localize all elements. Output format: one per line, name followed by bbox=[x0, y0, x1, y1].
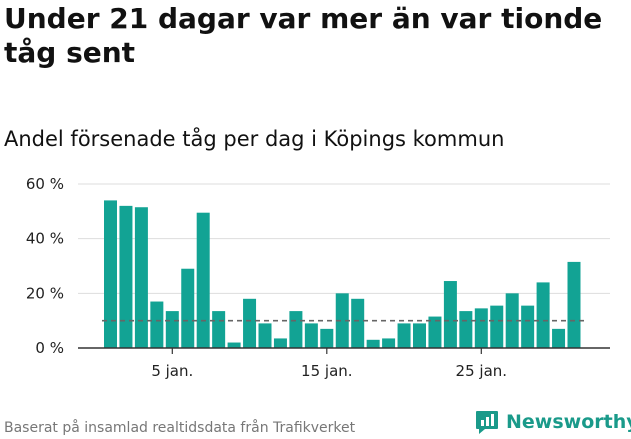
bar bbox=[227, 342, 241, 348]
bar bbox=[165, 311, 179, 348]
bar bbox=[119, 205, 133, 348]
bar bbox=[181, 268, 195, 348]
bar bbox=[413, 323, 426, 348]
grid-layer bbox=[78, 183, 610, 294]
bars bbox=[104, 200, 581, 348]
bar bbox=[273, 338, 287, 348]
bar bbox=[505, 293, 519, 348]
bar bbox=[428, 316, 442, 348]
bar bbox=[567, 261, 581, 348]
bar bbox=[351, 298, 365, 348]
source-note: Baserat på insamlad realtidsdata från Tr… bbox=[4, 420, 356, 436]
bar bbox=[521, 305, 535, 348]
bar bbox=[304, 323, 318, 348]
newsworthy-logo-icon bbox=[476, 411, 498, 434]
x-tick-label: 15 jan. bbox=[301, 362, 353, 380]
bar bbox=[134, 207, 148, 348]
bar bbox=[382, 338, 396, 348]
bar bbox=[196, 212, 210, 348]
y-tick-label: 60 % bbox=[26, 175, 64, 193]
chart-subtitle: Andel försenade tåg per dag i Köpings ko… bbox=[4, 127, 505, 151]
bar bbox=[320, 328, 334, 348]
bar-chart: 0 % 20 % 40 % 60 % 5 jan. 15 jan. 25 jan. bbox=[26, 175, 610, 380]
y-tick-label: 0 % bbox=[35, 339, 64, 357]
x-tick-label: 25 jan. bbox=[456, 362, 508, 380]
bar bbox=[150, 301, 164, 348]
bar bbox=[474, 308, 488, 348]
brand-name: Newsworthy bbox=[506, 411, 631, 433]
bar bbox=[459, 311, 473, 348]
bar bbox=[536, 282, 550, 348]
bar bbox=[335, 293, 349, 348]
bar bbox=[243, 298, 257, 348]
bar bbox=[397, 323, 411, 348]
bar bbox=[104, 200, 117, 348]
bar bbox=[366, 339, 380, 348]
bar bbox=[552, 328, 566, 348]
bar bbox=[443, 281, 457, 348]
x-tick-label: 5 jan. bbox=[151, 362, 193, 380]
bar bbox=[258, 323, 272, 348]
bar bbox=[490, 305, 504, 348]
y-tick-label: 40 % bbox=[26, 230, 64, 248]
bar bbox=[289, 311, 303, 348]
axis-layer: 0 % 20 % 40 % 60 % 5 jan. 15 jan. 25 jan. bbox=[26, 175, 610, 380]
brand-logo[interactable]: Newsworthy bbox=[474, 408, 631, 436]
chart-title: Under 21 dagar var mer än var tionde tåg… bbox=[4, 2, 603, 69]
bar bbox=[212, 311, 226, 348]
y-tick-label: 20 % bbox=[26, 284, 64, 302]
